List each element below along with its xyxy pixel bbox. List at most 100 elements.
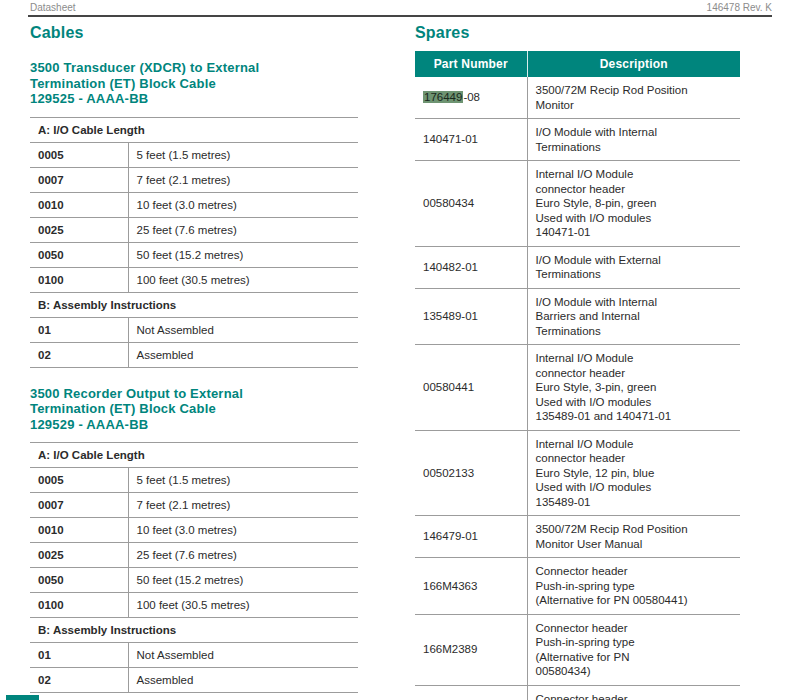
table-row: 002525 feet (7.6 metres) bbox=[30, 543, 358, 568]
table-row: 166M2388Connector header Push-in-spring … bbox=[415, 685, 740, 700]
group-header-row: B: Assembly Instructions bbox=[30, 618, 358, 643]
content-columns: Cables 3500 Transducer (XDCR) to Externa… bbox=[0, 17, 800, 700]
description-cell: I/O Module with External Terminations bbox=[527, 246, 740, 288]
description-cell: Connector header Push-in-spring type (Al… bbox=[527, 614, 740, 685]
description-cell: Internal I/O Module connector header Eur… bbox=[527, 345, 740, 431]
part-number-cell: 140482-01 bbox=[415, 246, 527, 288]
cable-section-title: 3500 Transducer (XDCR) to External Termi… bbox=[30, 60, 358, 107]
option-code-cell: 0007 bbox=[30, 167, 128, 192]
option-description-cell: 25 feet (7.6 metres) bbox=[128, 543, 358, 568]
option-description-cell: 7 feet (2.1 metres) bbox=[128, 493, 358, 518]
table-row: 140482-01I/O Module with External Termin… bbox=[415, 246, 740, 288]
option-code-cell: 01 bbox=[30, 317, 128, 342]
option-code-cell: 02 bbox=[30, 668, 128, 693]
table-row: 00055 feet (1.5 metres) bbox=[30, 142, 358, 167]
spares-header-row: Part Number Description bbox=[415, 51, 740, 77]
table-row: 01Not Assembled bbox=[30, 317, 358, 342]
option-code-cell: 0005 bbox=[30, 468, 128, 493]
option-description-cell: Assembled bbox=[128, 668, 358, 693]
group-header-label: A: I/O Cable Length bbox=[30, 117, 358, 142]
description-cell: Connector header Push-in-spring type (Al… bbox=[527, 558, 740, 615]
part-number-cell: 166M2388 bbox=[415, 685, 527, 700]
table-row: 02Assembled bbox=[30, 342, 358, 367]
option-code-cell: 0025 bbox=[30, 543, 128, 568]
document-type-label: Datasheet bbox=[30, 2, 76, 13]
table-row: 166M4363Connector header Push-in-spring … bbox=[415, 558, 740, 615]
group-header-row: A: I/O Cable Length bbox=[30, 443, 358, 468]
part-number-cell: 176449-08 bbox=[415, 77, 527, 119]
spares-table: Part Number Description 176449-083500/72… bbox=[415, 51, 740, 700]
table-row: 005050 feet (15.2 metres) bbox=[30, 242, 358, 267]
table-row: 140471-01I/O Module with Internal Termin… bbox=[415, 119, 740, 161]
option-description-cell: 10 feet (3.0 metres) bbox=[128, 192, 358, 217]
table-row: 166M2389Connector header Push-in-spring … bbox=[415, 614, 740, 685]
spares-column: Spares Part Number Description 176449-08… bbox=[415, 17, 740, 700]
table-row: 00580434Internal I/O Module connector he… bbox=[415, 161, 740, 247]
option-code-cell: 01 bbox=[30, 643, 128, 668]
option-description-cell: 5 feet (1.5 metres) bbox=[128, 142, 358, 167]
cables-heading: Cables bbox=[30, 24, 358, 42]
description-cell: Internal I/O Module connector header Eur… bbox=[527, 161, 740, 247]
table-row: 002525 feet (7.6 metres) bbox=[30, 217, 358, 242]
footer-accent-mark bbox=[6, 695, 39, 700]
group-header-row: A: I/O Cable Length bbox=[30, 117, 358, 142]
part-number-cell: 146479-01 bbox=[415, 516, 527, 558]
table-row: 00077 feet (2.1 metres) bbox=[30, 493, 358, 518]
option-code-cell: 0050 bbox=[30, 242, 128, 267]
table-row: 00580441Internal I/O Module connector he… bbox=[415, 345, 740, 431]
highlight-mark: 176449 bbox=[423, 91, 463, 103]
datasheet-page: Datasheet 146478 Rev. K Cables 3500 Tran… bbox=[0, 0, 800, 700]
option-description-cell: 25 feet (7.6 metres) bbox=[128, 217, 358, 242]
table-row: 02Assembled bbox=[30, 668, 358, 693]
column-header-part-number: Part Number bbox=[415, 51, 527, 77]
option-description-cell: 100 feet (30.5 metres) bbox=[128, 593, 358, 618]
option-code-cell: 02 bbox=[30, 342, 128, 367]
table-row: 00502133Internal I/O Module connector he… bbox=[415, 430, 740, 516]
part-number-cell: 140471-01 bbox=[415, 119, 527, 161]
part-number-cell: 166M4363 bbox=[415, 558, 527, 615]
table-row: 00055 feet (1.5 metres) bbox=[30, 468, 358, 493]
option-description-cell: Assembled bbox=[128, 342, 358, 367]
description-cell: Connector header Push-in-spring type (Al… bbox=[527, 685, 740, 700]
option-description-cell: Not Assembled bbox=[128, 317, 358, 342]
option-description-cell: 10 feet (3.0 metres) bbox=[128, 518, 358, 543]
revision-label: 146478 Rev. K bbox=[707, 2, 772, 13]
part-number-cell: 135489-01 bbox=[415, 288, 527, 345]
option-code-cell: 0050 bbox=[30, 568, 128, 593]
table-row: 00077 feet (2.1 metres) bbox=[30, 167, 358, 192]
part-number-cell: 00580434 bbox=[415, 161, 527, 247]
option-code-cell: 0007 bbox=[30, 493, 128, 518]
cable-section-title: 3500 Recorder Output to External Termina… bbox=[30, 386, 358, 433]
page-header: Datasheet 146478 Rev. K bbox=[0, 0, 800, 13]
description-cell: 3500/72M Recip Rod Position Monitor bbox=[527, 77, 740, 119]
description-cell: I/O Module with Internal Barriers and In… bbox=[527, 288, 740, 345]
option-description-cell: 100 feet (30.5 metres) bbox=[128, 267, 358, 292]
column-header-description: Description bbox=[527, 51, 740, 77]
option-code-cell: 0005 bbox=[30, 142, 128, 167]
description-cell: I/O Module with Internal Terminations bbox=[527, 119, 740, 161]
cable-section-recorder: 3500 Recorder Output to External Termina… bbox=[30, 386, 358, 694]
table-row: 001010 feet (3.0 metres) bbox=[30, 518, 358, 543]
option-code-cell: 0010 bbox=[30, 518, 128, 543]
table-row: 0100100 feet (30.5 metres) bbox=[30, 593, 358, 618]
option-description-cell: 7 feet (2.1 metres) bbox=[128, 167, 358, 192]
table-row: 146479-013500/72M Recip Rod Position Mon… bbox=[415, 516, 740, 558]
table-row: 135489-01I/O Module with Internal Barrie… bbox=[415, 288, 740, 345]
table-row: 01Not Assembled bbox=[30, 643, 358, 668]
cable-section-xdcr: 3500 Transducer (XDCR) to External Termi… bbox=[30, 60, 358, 368]
description-cell: 3500/72M Recip Rod Position Monitor User… bbox=[527, 516, 740, 558]
part-number-cell: 00580441 bbox=[415, 345, 527, 431]
spares-heading: Spares bbox=[415, 24, 740, 42]
option-description-cell: 50 feet (15.2 metres) bbox=[128, 568, 358, 593]
description-cell: Internal I/O Module connector header Eur… bbox=[527, 430, 740, 516]
group-header-label: B: Assembly Instructions bbox=[30, 292, 358, 317]
group-header-label: B: Assembly Instructions bbox=[30, 618, 358, 643]
table-row: 005050 feet (15.2 metres) bbox=[30, 568, 358, 593]
cable-options-table: A: I/O Cable Length00055 feet (1.5 metre… bbox=[30, 117, 358, 368]
group-header-label: A: I/O Cable Length bbox=[30, 443, 358, 468]
option-code-cell: 0010 bbox=[30, 192, 128, 217]
cables-column: Cables 3500 Transducer (XDCR) to Externa… bbox=[30, 17, 358, 700]
option-description-cell: Not Assembled bbox=[128, 643, 358, 668]
option-code-cell: 0100 bbox=[30, 593, 128, 618]
option-code-cell: 0025 bbox=[30, 217, 128, 242]
